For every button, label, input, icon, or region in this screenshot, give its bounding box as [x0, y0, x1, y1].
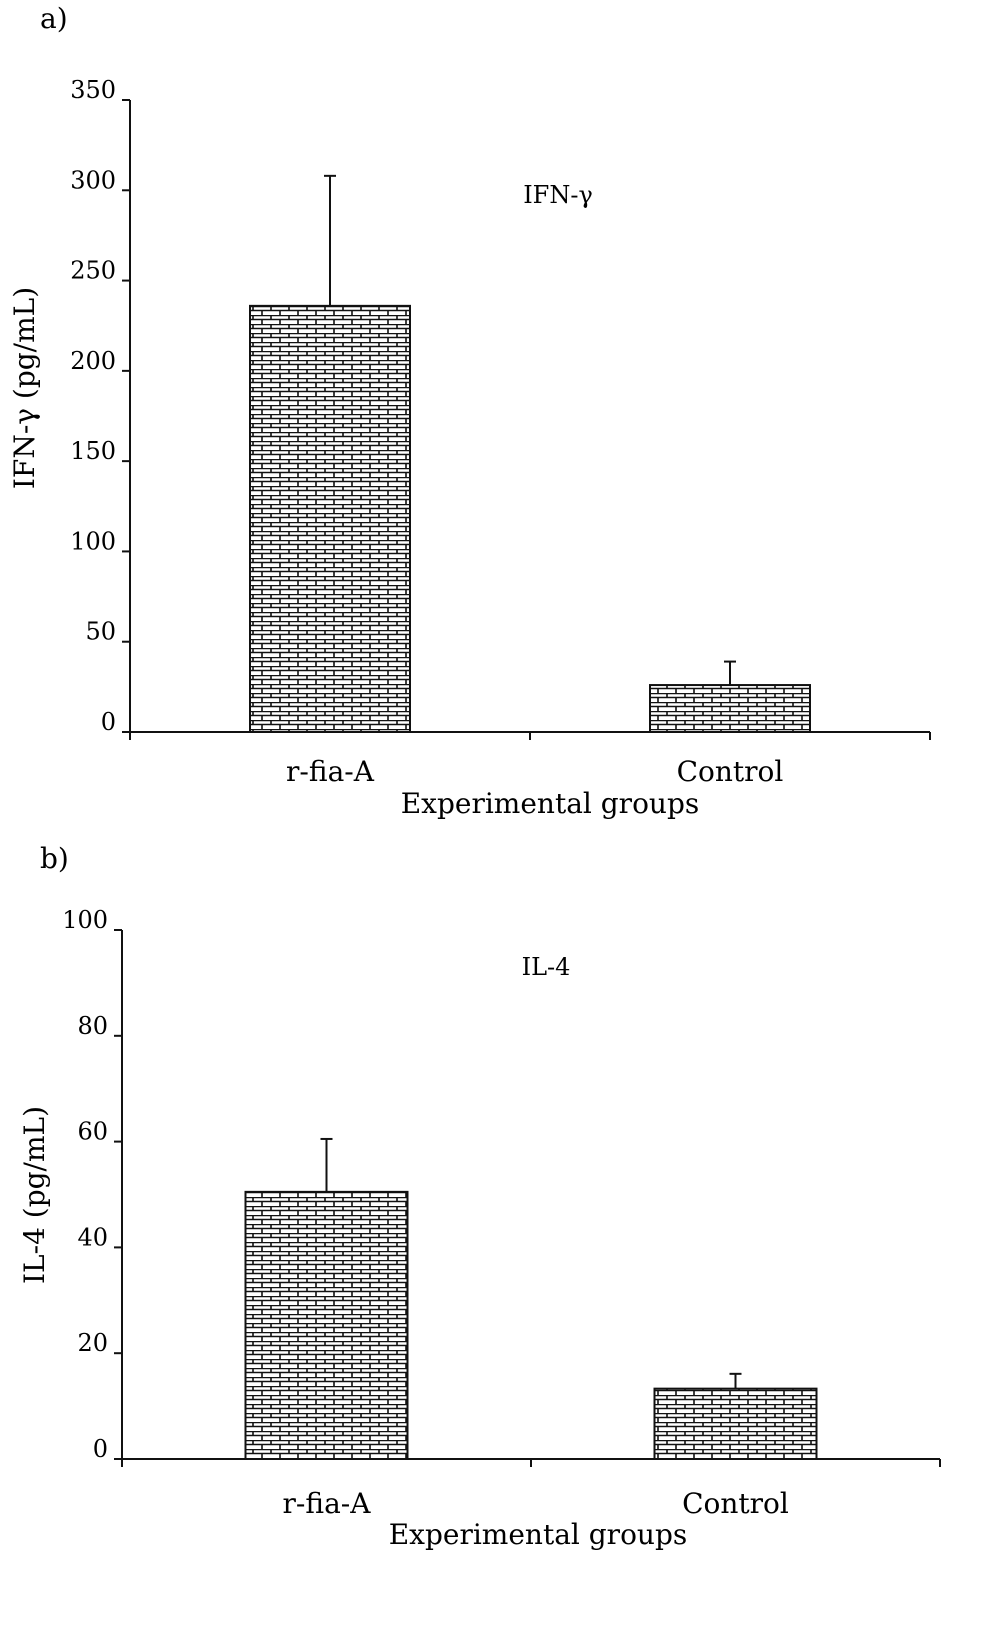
y-tick-label: 350: [70, 76, 116, 104]
y-axis-title: IFN-γ (pg/mL): [8, 287, 41, 489]
x-axis-title: Experimental groups: [401, 787, 700, 820]
x-axis-title: Experimental groups: [389, 1518, 688, 1551]
category-label: Control: [677, 755, 784, 788]
bar-r-fia-a: [244, 1190, 409, 1460]
bar-control: [649, 684, 811, 734]
y-tick-label: 40: [77, 1223, 108, 1251]
y-tick-label: 20: [77, 1329, 108, 1357]
category-label: Control: [682, 1487, 789, 1520]
chart-title: IFN-γ: [523, 181, 593, 209]
y-tick-label: 0: [101, 708, 116, 736]
chart-il-4: b) IL-4 IL-4 (pg/mL) Experimental groups…: [18, 842, 941, 1551]
y-tick-label: 0: [93, 1435, 108, 1463]
category-label: r-fia-A: [283, 1487, 372, 1520]
y-tick-label: 250: [70, 257, 116, 285]
panel-label-b: b): [40, 842, 69, 875]
y-tick-label: 60: [77, 1118, 108, 1146]
chart-title: IL-4: [522, 953, 571, 981]
y-tick-label: 200: [70, 347, 116, 375]
chart-ifn-gamma: a) IFN-γ IFN-γ (pg/mL) Experimental grou…: [8, 2, 931, 820]
y-tick-label: 50: [85, 618, 116, 646]
category-label: r-fia-A: [286, 755, 375, 788]
y-tick-label: 150: [70, 437, 116, 465]
y-tick-label: 80: [77, 1012, 108, 1040]
y-axis-title: IL-4 (pg/mL): [18, 1106, 51, 1284]
y-tick-label: 300: [70, 166, 116, 194]
bar-control: [653, 1387, 818, 1460]
bar-r-fia-a: [249, 304, 411, 733]
y-tick-label: 100: [70, 527, 116, 555]
y-tick-label: 100: [62, 906, 108, 934]
panel-label-a: a): [40, 2, 68, 35]
